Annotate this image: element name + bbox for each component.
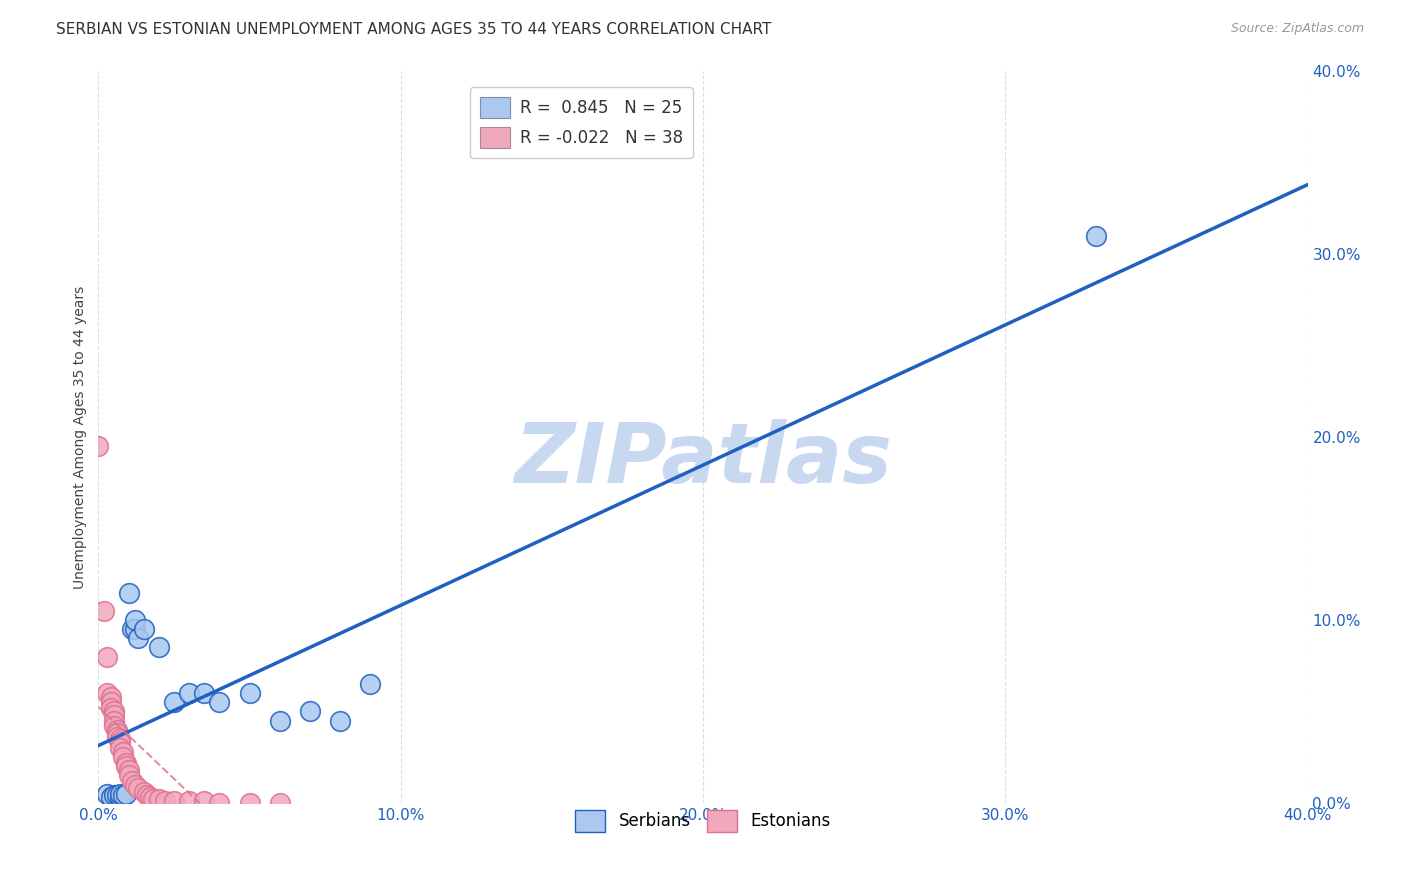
Point (135, 789, 157, 803)
Point (139, 790, 162, 805)
Point (163, 794, 186, 808)
Y-axis label: Unemployment Among Ages 35 to 44 years: Unemployment Among Ages 35 to 44 years (73, 285, 87, 589)
Point (100, 790, 122, 805)
Point (124, 622, 146, 636)
Point (111, 789, 134, 803)
Text: ZIPatlas: ZIPatlas (515, 418, 891, 500)
Point (121, 773, 143, 788)
Point (142, 792, 165, 806)
Point (96, 649, 118, 664)
Point (96, 686, 118, 700)
Point (329, 714, 352, 728)
Point (105, 723, 128, 737)
Point (114, 756, 136, 770)
Point (179, 686, 201, 700)
Point (132, 785, 155, 799)
Point (269, 796, 291, 810)
Point (360, 677, 382, 691)
Point (100, 695, 122, 709)
Point (103, 789, 125, 803)
Point (208, 796, 231, 810)
Point (108, 731, 131, 746)
Point (269, 714, 291, 728)
Point (299, 705, 322, 719)
Point (108, 787, 131, 801)
Point (1085, 229, 1108, 244)
Point (124, 778, 146, 792)
Point (108, 735, 131, 749)
Point (239, 796, 262, 810)
Point (87, 439, 110, 453)
Point (179, 794, 201, 808)
Point (132, 622, 155, 636)
Point (239, 686, 262, 700)
Point (105, 726, 128, 740)
Point (193, 686, 215, 700)
Point (108, 790, 131, 805)
Point (118, 763, 141, 777)
Point (103, 705, 125, 719)
Point (118, 585, 141, 599)
Point (118, 768, 141, 782)
Legend: Serbians, Estonians: Serbians, Estonians (568, 804, 838, 838)
Point (103, 708, 125, 723)
Point (108, 740, 131, 755)
Text: SERBIAN VS ESTONIAN UNEMPLOYMENT AMONG AGES 35 TO 44 YEARS CORRELATION CHART: SERBIAN VS ESTONIAN UNEMPLOYMENT AMONG A… (56, 22, 772, 37)
Point (96, 787, 118, 801)
Point (163, 695, 186, 709)
Point (100, 700, 122, 714)
Point (114, 759, 136, 773)
Point (148, 640, 170, 655)
Point (93, 604, 115, 618)
Point (100, 690, 122, 704)
Point (105, 789, 128, 803)
Point (208, 695, 231, 709)
Point (127, 632, 149, 646)
Point (121, 622, 143, 636)
Point (153, 794, 176, 808)
Point (148, 792, 170, 806)
Point (111, 745, 134, 759)
Point (114, 787, 136, 801)
Point (127, 781, 149, 796)
Point (124, 613, 146, 627)
Point (103, 714, 125, 728)
Text: Source: ZipAtlas.com: Source: ZipAtlas.com (1230, 22, 1364, 36)
Point (111, 750, 134, 764)
Point (103, 719, 125, 733)
Point (193, 794, 215, 808)
Point (105, 730, 128, 744)
